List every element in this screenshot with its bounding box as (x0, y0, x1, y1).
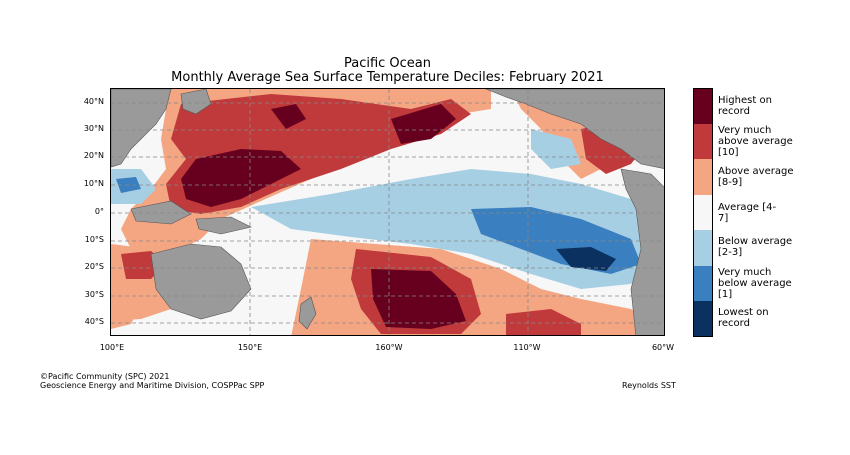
legend-swatch-very-below (694, 266, 712, 301)
legend-swatch-average (694, 195, 712, 230)
lat-label: 20°S (84, 262, 104, 271)
legend-label-average: Average [4-7] (718, 202, 777, 224)
lon-label: 60°W (651, 343, 675, 352)
lat-label: 40°S (84, 317, 104, 326)
lat-label: 0° (94, 207, 104, 216)
legend-swatch-above (694, 159, 712, 195)
legend-swatch-record-low (694, 301, 712, 336)
legend-label-record-low: Lowest on record (718, 307, 769, 329)
legend-label-record-high: Highest on record (718, 95, 772, 117)
lat-label: 10°S (84, 235, 104, 244)
lat-label: 40°N (83, 97, 104, 106)
legend-colorbar (693, 88, 713, 337)
record-high-regions (181, 104, 466, 329)
lat-label: 10°N (83, 179, 104, 188)
legend-label-very-below: Very much below average [1] (718, 267, 792, 300)
legend-label-above: Above average [8-9] (718, 166, 794, 188)
legend-swatch-record-high (694, 89, 712, 124)
data-source-text: Reynolds SST (622, 381, 676, 390)
division-text: Geoscience Energy and Maritime Division,… (40, 381, 265, 390)
map-canvas (111, 89, 664, 335)
map-title: Pacific Ocean (343, 56, 432, 71)
legend-swatch-below (694, 230, 712, 266)
graticule (111, 89, 664, 335)
sst-decile-map (110, 88, 665, 336)
lat-label: 30°N (83, 124, 104, 133)
land-masses (111, 89, 664, 335)
map-subtitle: Monthly Average Sea Surface Temperature … (171, 70, 604, 85)
copyright-text: ©Pacific Community (SPC) 2021 (40, 372, 170, 381)
lon-label: 100°E (99, 343, 125, 352)
lon-label: 150°E (237, 343, 263, 352)
legend-label-very-above: Very much above average [10] (718, 125, 793, 158)
lat-label: 20°N (83, 151, 104, 160)
lon-label: 160°W (375, 343, 403, 352)
legend-swatch-very-above (694, 124, 712, 159)
lon-label: 110°W (513, 343, 541, 352)
legend-label-below: Below average [2-3] (718, 236, 793, 258)
lat-label: 30°S (84, 290, 104, 299)
record-low-regions (556, 247, 616, 271)
